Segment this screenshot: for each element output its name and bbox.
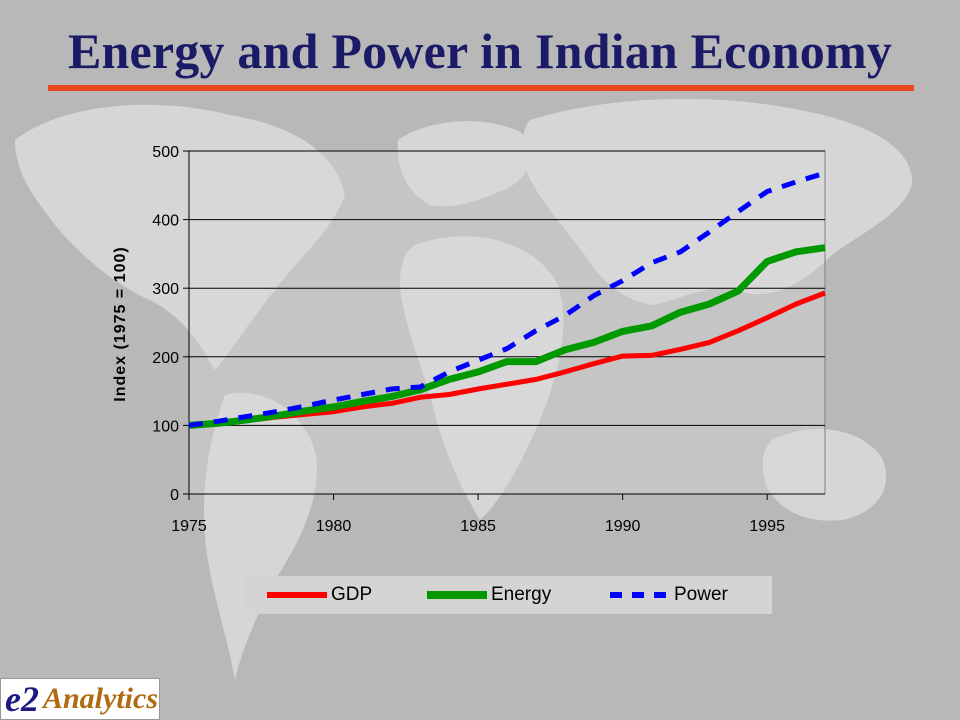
map-north-america xyxy=(15,104,345,370)
map-australia xyxy=(762,428,887,521)
map-south-america xyxy=(204,392,317,680)
legend-label-energy: Energy xyxy=(491,584,552,605)
map-europe xyxy=(397,121,531,207)
logo-word: Analytics xyxy=(42,682,158,715)
logo-mark: e2 xyxy=(5,679,39,719)
x-tick-label: 1975 xyxy=(171,518,207,535)
plot-area xyxy=(188,150,826,495)
map-asia xyxy=(522,98,913,306)
series-line-energy xyxy=(188,244,826,429)
map-africa xyxy=(400,236,564,520)
y-tick-label: 200 xyxy=(152,350,179,367)
legend-label-power: Power xyxy=(674,584,728,605)
y-tick-label: 500 xyxy=(152,144,179,161)
x-tick-label: 1985 xyxy=(460,518,496,535)
x-tick-label: 1995 xyxy=(749,518,785,535)
series-line-power xyxy=(188,170,826,428)
y-axis-title: Index (1975 = 100) xyxy=(112,246,129,401)
legend-label-gdp: GDP xyxy=(331,584,373,605)
legend-item-energy: Energy xyxy=(427,576,551,614)
legend-swatch-power xyxy=(610,592,670,598)
y-tick-label: 100 xyxy=(152,418,179,435)
legend-item-gdp: GDP xyxy=(267,576,372,614)
y-tick-label: 0 xyxy=(170,487,179,504)
x-tick-label: 1990 xyxy=(605,518,641,535)
legend-item-power: Power xyxy=(610,576,728,614)
chart-legend: GDP Energy Power xyxy=(245,576,772,614)
title-underline xyxy=(48,85,914,91)
e2-analytics-logo: e2 Analytics xyxy=(0,678,160,720)
y-tick-label: 300 xyxy=(152,281,179,298)
slide-title: Energy and Power in Indian Economy xyxy=(67,23,893,79)
x-tick-label: 1980 xyxy=(316,518,352,535)
y-tick-label: 400 xyxy=(152,213,179,230)
legend-swatch-gdp xyxy=(267,592,327,598)
legend-swatch-energy xyxy=(427,591,487,599)
